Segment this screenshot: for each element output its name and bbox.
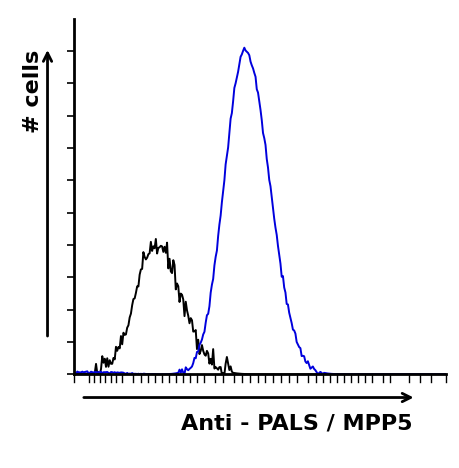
Text: # cells: # cells	[22, 49, 43, 132]
Text: Anti - PALS / MPP5: Anti - PALS / MPP5	[181, 414, 412, 433]
